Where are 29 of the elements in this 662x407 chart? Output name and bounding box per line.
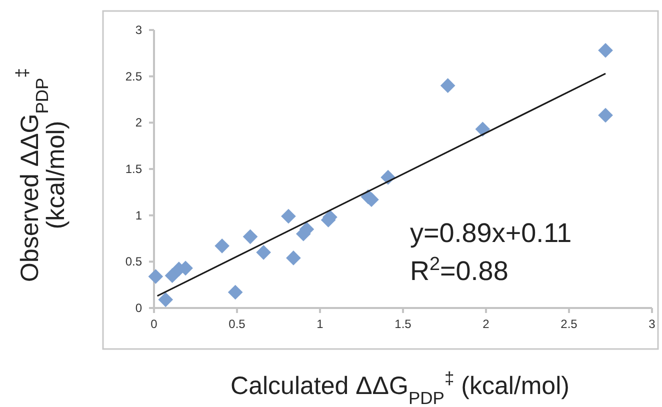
x-tick-label: 2.5 <box>560 317 578 331</box>
annotation: R$^{2}$=0.88 <box>410 254 508 286</box>
x-tick-label: 1 <box>316 317 324 331</box>
point <box>598 108 613 123</box>
y-tick-label: 0 <box>135 301 142 315</box>
y-tick-label: 1.5 <box>125 162 142 176</box>
point <box>286 250 301 266</box>
point <box>598 42 613 58</box>
point <box>242 229 258 244</box>
x-tick-label: 1.5 <box>394 317 412 331</box>
x-tick-label: 0.5 <box>228 317 246 331</box>
y-tick-label: 2.5 <box>125 69 142 84</box>
x-tick-label: 2 <box>482 317 490 331</box>
point <box>475 122 490 137</box>
x-axis-title: Calculated ΔΔG$_{PDP}$$^{‡}$ (kcal/mol) <box>230 368 570 407</box>
point <box>228 284 243 300</box>
point <box>256 244 271 260</box>
point <box>281 208 296 224</box>
y-tick-label: 3 <box>135 23 142 37</box>
x-tick-label: 3 <box>648 317 656 331</box>
y-tick-label: 0.5 <box>125 254 142 269</box>
point <box>440 78 456 94</box>
point <box>158 292 174 308</box>
x-tick-label: 0 <box>150 317 158 331</box>
y-tick-label: 1 <box>135 208 142 222</box>
annotation: y=0.89x+0.11 <box>410 218 572 248</box>
point <box>148 269 164 284</box>
y-tick-label: 2 <box>135 116 142 130</box>
point <box>214 238 230 254</box>
